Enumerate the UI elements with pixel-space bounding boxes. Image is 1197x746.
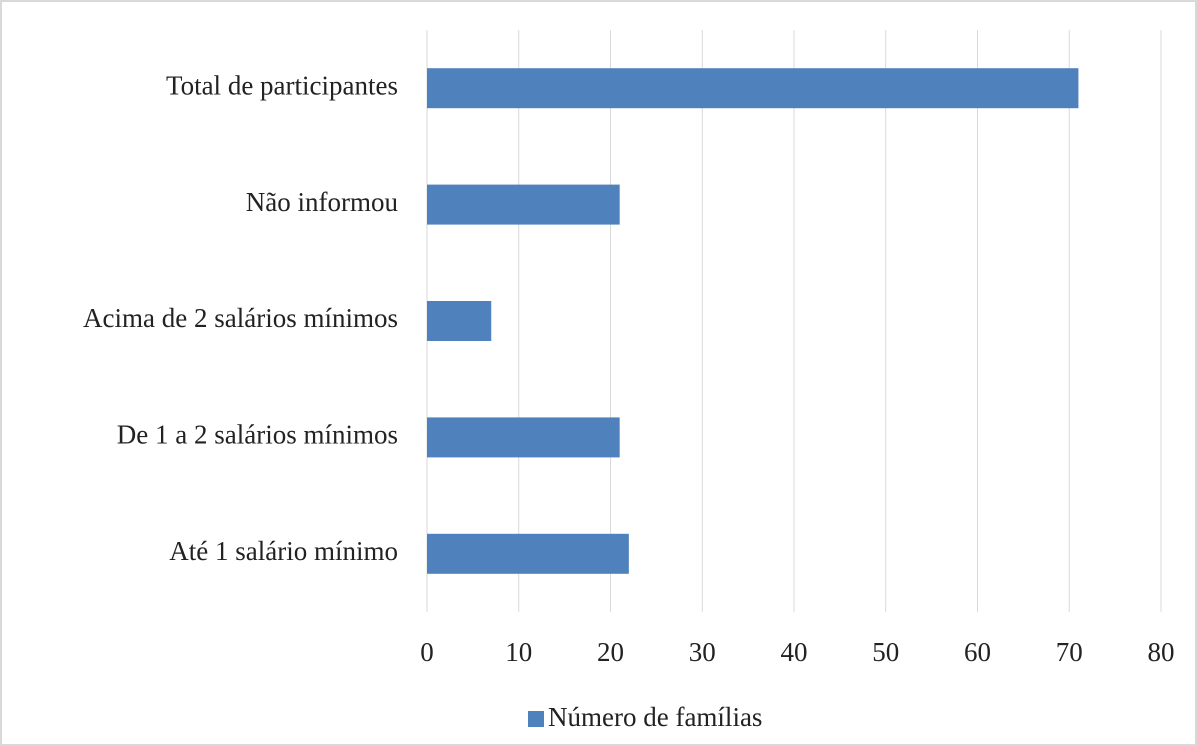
y-tick-label: Acima de 2 salários mínimos	[83, 303, 398, 333]
x-tick-label: 30	[689, 637, 716, 667]
x-tick-label: 0	[420, 637, 434, 667]
x-tick-label: 80	[1148, 637, 1175, 667]
legend-label: Número de famílias	[548, 702, 762, 732]
x-tick-label: 10	[505, 637, 532, 667]
y-tick-label: Até 1 salário mínimo	[169, 536, 398, 566]
y-tick-label: De 1 a 2 salários mínimos	[117, 420, 398, 450]
x-tick-label: 60	[964, 637, 991, 667]
y-tick-label: Não informou	[246, 187, 399, 217]
bar	[427, 184, 620, 225]
bar	[427, 68, 1079, 109]
bar	[427, 533, 629, 574]
bar	[427, 417, 620, 458]
y-tick-label: Total de participantes	[166, 70, 398, 100]
x-tick-label: 50	[872, 637, 899, 667]
x-tick-label: 20	[597, 637, 624, 667]
legend-swatch	[528, 711, 544, 727]
x-tick-label: 40	[781, 637, 808, 667]
x-tick-label: 70	[1056, 637, 1083, 667]
bar	[427, 301, 492, 341]
